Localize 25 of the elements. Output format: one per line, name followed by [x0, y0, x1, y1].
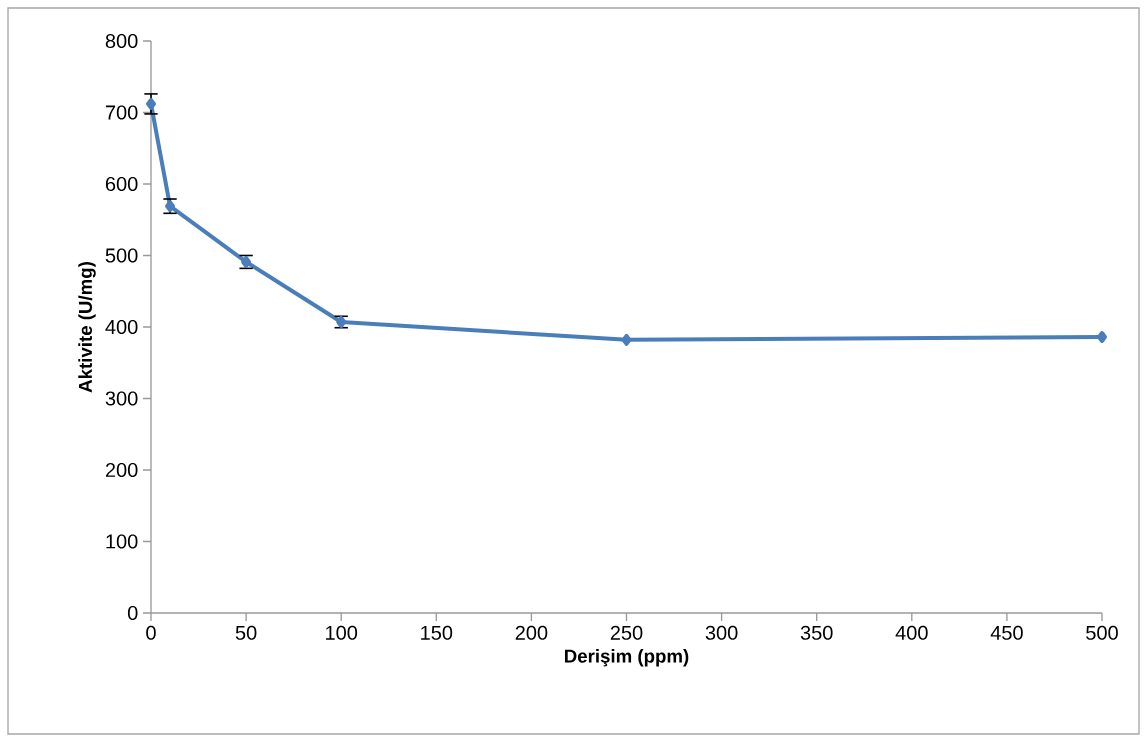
x-tick-label: 400 [895, 625, 928, 640]
x-tick-label: 450 [990, 625, 1023, 640]
x-tick-label: 500 [1086, 625, 1118, 640]
y-tick-label: 0 [127, 605, 138, 621]
x-tick-label: 150 [421, 625, 453, 640]
y-axis-title: Aktivite (U/mg) [78, 262, 96, 393]
x-tick-label: 300 [705, 625, 738, 640]
y-tick-label: 100 [106, 534, 138, 549]
x-tick-label: 200 [515, 625, 548, 640]
point [621, 333, 632, 346]
x-tick-label: 50 [235, 625, 257, 640]
y-tick-label: 700 [105, 105, 138, 120]
y-tick-label: 300 [105, 391, 138, 406]
x-tick-label: 250 [610, 625, 643, 640]
point [1097, 331, 1107, 343]
y-tick-label: 200 [105, 462, 138, 478]
x-tick-label: 100 [326, 625, 358, 640]
y-tick-label: 600 [105, 176, 138, 192]
x-axis-title: Derişim (ppm) [565, 649, 689, 667]
point [146, 97, 157, 110]
y-tick-label: 500 [105, 248, 138, 263]
x-tick-label: 0 [146, 625, 156, 640]
y-tick-label: 800 [105, 33, 138, 49]
x-tick-label: 350 [800, 625, 833, 640]
y-tick-label: 400 [105, 319, 138, 335]
